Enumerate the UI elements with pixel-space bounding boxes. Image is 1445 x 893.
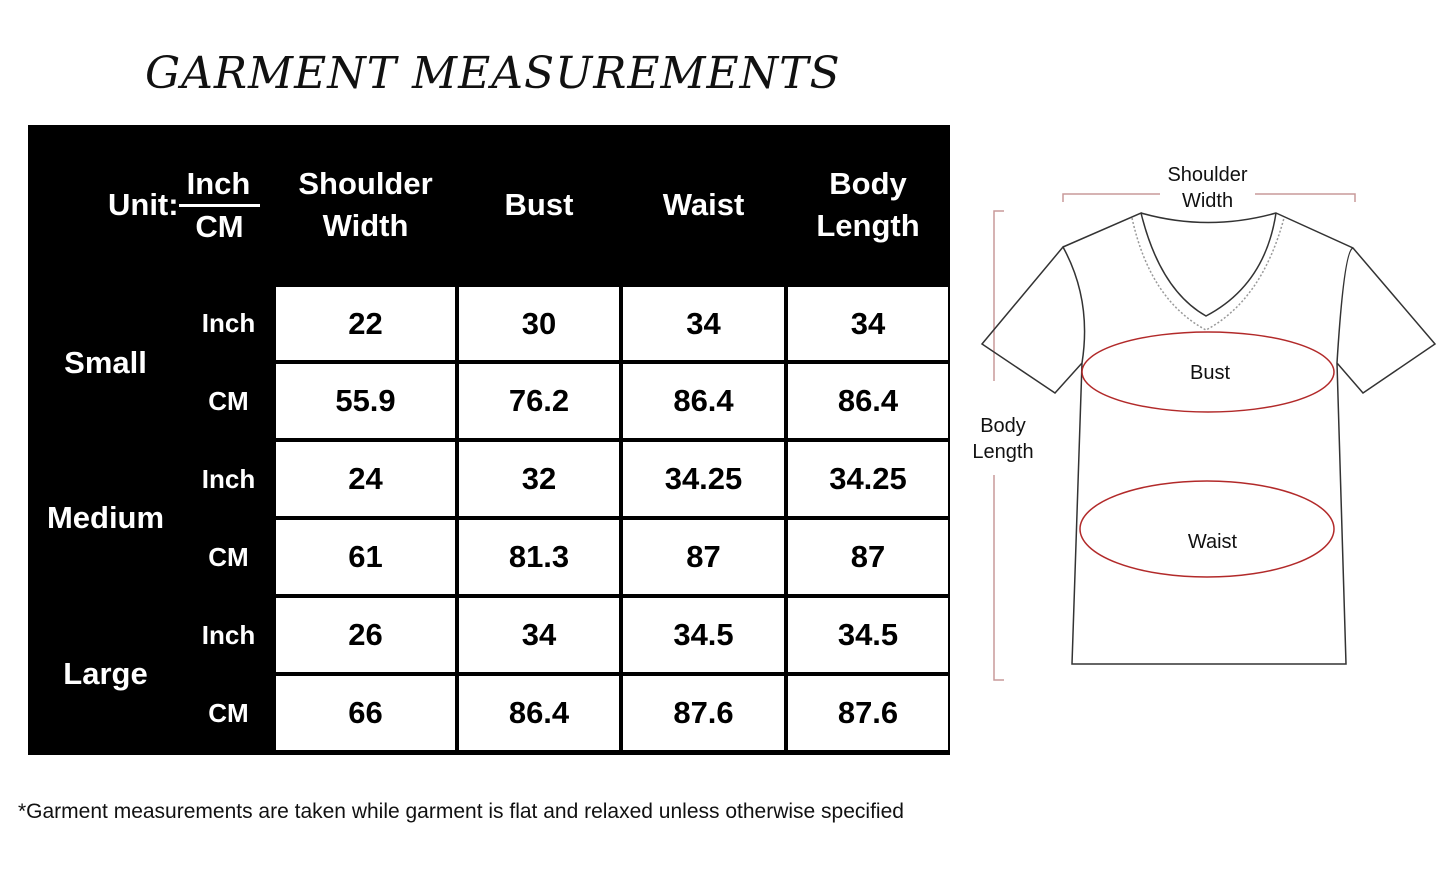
unit-options: Inch CM bbox=[178, 164, 261, 247]
body-length-guide bbox=[993, 210, 1004, 681]
column-header: Bust bbox=[459, 127, 619, 283]
waist-label: Waist bbox=[1187, 531, 1238, 553]
size-label: Medium bbox=[30, 442, 181, 594]
column-header: Shoulder Width bbox=[276, 127, 455, 283]
value-cell: 86.4 bbox=[459, 676, 619, 750]
value-cell: 34 bbox=[623, 287, 784, 360]
column-header: Body Length bbox=[788, 127, 948, 283]
value-cell: 61 bbox=[276, 520, 455, 594]
value-cell: 87 bbox=[788, 520, 948, 594]
waist-ellipse bbox=[1079, 480, 1335, 578]
value-cell: 30 bbox=[459, 287, 619, 360]
value-cell: 87.6 bbox=[788, 676, 948, 750]
unit-cell: Inch bbox=[185, 598, 272, 672]
unit-cell: CM bbox=[185, 364, 272, 438]
value-cell: 32 bbox=[459, 442, 619, 516]
shoulder-width-label: Shoulder Width bbox=[1167, 164, 1248, 212]
unit-cm: CM bbox=[195, 208, 244, 244]
size-label: Small bbox=[30, 287, 181, 438]
unit-cell: Inch bbox=[185, 442, 272, 516]
unit-cell: CM bbox=[185, 520, 272, 594]
bust-ellipse bbox=[1081, 331, 1335, 413]
unit-label: Unit: bbox=[108, 187, 179, 222]
value-cell: 87 bbox=[623, 520, 784, 594]
page-title: GARMENT MEASUREMENTS bbox=[145, 48, 841, 99]
column-header: Waist bbox=[623, 127, 784, 283]
unit-cell: CM bbox=[185, 676, 272, 750]
value-cell: 34 bbox=[788, 287, 948, 360]
value-cell: 34.25 bbox=[623, 442, 784, 516]
value-cell: 81.3 bbox=[459, 520, 619, 594]
footnote: *Garment measurements are taken while ga… bbox=[18, 800, 904, 823]
unit-inch: Inch bbox=[178, 164, 261, 207]
value-cell: 86.4 bbox=[623, 364, 784, 438]
value-cell: 76.2 bbox=[459, 364, 619, 438]
size-chart-table: Unit: Inch CM Shoulder Width Bust Waist Body L… bbox=[28, 125, 950, 755]
value-cell: 55.9 bbox=[276, 364, 455, 438]
value-cell: 34 bbox=[459, 598, 619, 672]
value-cell: 66 bbox=[276, 676, 455, 750]
collar-stitch bbox=[1131, 217, 1285, 331]
value-cell: 34.25 bbox=[788, 442, 948, 516]
size-label: Large bbox=[30, 598, 181, 750]
unit-header-cell: Unit: Inch CM bbox=[30, 127, 272, 283]
value-cell: 87.6 bbox=[623, 676, 784, 750]
bust-label: Bust bbox=[1189, 362, 1231, 384]
body-length-label: Body Length bbox=[972, 415, 1034, 463]
value-cell: 24 bbox=[276, 442, 455, 516]
shoulder-width-guide bbox=[1062, 193, 1356, 202]
value-cell: 26 bbox=[276, 598, 455, 672]
value-cell: 34.5 bbox=[623, 598, 784, 672]
value-cell: 86.4 bbox=[788, 364, 948, 438]
tshirt-outline bbox=[980, 211, 1437, 665]
unit-cell: Inch bbox=[185, 287, 272, 360]
value-cell: 22 bbox=[276, 287, 455, 360]
value-cell: 34.5 bbox=[788, 598, 948, 672]
